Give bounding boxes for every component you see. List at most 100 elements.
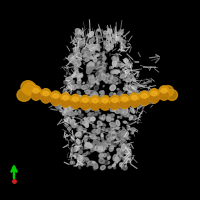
Ellipse shape xyxy=(113,102,116,104)
Ellipse shape xyxy=(108,43,113,47)
Ellipse shape xyxy=(73,116,74,118)
Ellipse shape xyxy=(70,94,81,109)
Ellipse shape xyxy=(88,163,90,164)
Ellipse shape xyxy=(122,139,125,141)
Ellipse shape xyxy=(123,165,127,170)
Ellipse shape xyxy=(116,96,119,98)
Ellipse shape xyxy=(93,164,97,170)
Ellipse shape xyxy=(107,146,108,147)
Ellipse shape xyxy=(123,150,127,154)
Ellipse shape xyxy=(74,113,76,115)
Ellipse shape xyxy=(120,67,122,68)
Ellipse shape xyxy=(122,97,128,102)
Ellipse shape xyxy=(64,81,67,84)
Ellipse shape xyxy=(94,163,98,168)
Ellipse shape xyxy=(101,74,103,75)
Ellipse shape xyxy=(92,56,93,58)
Ellipse shape xyxy=(73,58,75,60)
Ellipse shape xyxy=(110,122,116,126)
Ellipse shape xyxy=(162,86,174,96)
Ellipse shape xyxy=(64,89,66,90)
Ellipse shape xyxy=(108,114,110,116)
Ellipse shape xyxy=(50,91,61,105)
Ellipse shape xyxy=(111,40,116,43)
Ellipse shape xyxy=(93,165,97,169)
Ellipse shape xyxy=(65,112,70,115)
Ellipse shape xyxy=(86,97,89,99)
Ellipse shape xyxy=(145,93,153,102)
Ellipse shape xyxy=(116,53,119,58)
Ellipse shape xyxy=(69,76,72,79)
Ellipse shape xyxy=(72,80,75,83)
Ellipse shape xyxy=(77,42,82,46)
Ellipse shape xyxy=(73,47,77,52)
Ellipse shape xyxy=(87,66,90,71)
Ellipse shape xyxy=(118,36,121,39)
Ellipse shape xyxy=(66,109,69,113)
Ellipse shape xyxy=(72,106,76,110)
Ellipse shape xyxy=(93,162,95,163)
Ellipse shape xyxy=(112,164,116,167)
Ellipse shape xyxy=(77,85,79,88)
Ellipse shape xyxy=(94,103,98,108)
Ellipse shape xyxy=(93,140,100,144)
Ellipse shape xyxy=(135,103,136,105)
Ellipse shape xyxy=(61,99,70,106)
Ellipse shape xyxy=(96,55,99,56)
Ellipse shape xyxy=(89,44,95,47)
Ellipse shape xyxy=(91,78,98,82)
Ellipse shape xyxy=(92,98,98,103)
Ellipse shape xyxy=(91,145,93,147)
Ellipse shape xyxy=(78,156,83,162)
Ellipse shape xyxy=(124,135,126,136)
Ellipse shape xyxy=(77,95,80,97)
Ellipse shape xyxy=(94,166,97,168)
Ellipse shape xyxy=(135,93,140,99)
Ellipse shape xyxy=(132,77,135,81)
Ellipse shape xyxy=(80,38,84,45)
Ellipse shape xyxy=(63,89,67,94)
Ellipse shape xyxy=(91,162,94,165)
Ellipse shape xyxy=(102,140,107,146)
Ellipse shape xyxy=(74,101,77,104)
Ellipse shape xyxy=(79,62,81,65)
Ellipse shape xyxy=(85,136,87,137)
Ellipse shape xyxy=(129,84,133,88)
Ellipse shape xyxy=(78,41,81,44)
Ellipse shape xyxy=(132,93,133,95)
Ellipse shape xyxy=(126,155,131,160)
Ellipse shape xyxy=(74,154,82,160)
Ellipse shape xyxy=(107,143,110,145)
Ellipse shape xyxy=(122,106,124,107)
Ellipse shape xyxy=(76,132,81,136)
Ellipse shape xyxy=(99,96,110,110)
Ellipse shape xyxy=(93,57,97,62)
Ellipse shape xyxy=(111,70,117,74)
Ellipse shape xyxy=(94,91,97,94)
Ellipse shape xyxy=(80,55,82,57)
Ellipse shape xyxy=(99,95,102,98)
Ellipse shape xyxy=(67,100,69,102)
Ellipse shape xyxy=(88,53,90,55)
Ellipse shape xyxy=(85,52,92,58)
Ellipse shape xyxy=(85,123,88,127)
Ellipse shape xyxy=(70,76,73,79)
Ellipse shape xyxy=(83,131,86,132)
Ellipse shape xyxy=(78,99,80,100)
Ellipse shape xyxy=(66,96,74,105)
Ellipse shape xyxy=(70,53,73,57)
Ellipse shape xyxy=(88,113,94,116)
Ellipse shape xyxy=(130,128,135,131)
Ellipse shape xyxy=(81,164,83,166)
Ellipse shape xyxy=(103,31,107,34)
Ellipse shape xyxy=(98,137,100,140)
Ellipse shape xyxy=(103,160,109,164)
Ellipse shape xyxy=(120,49,122,51)
Ellipse shape xyxy=(115,58,119,61)
Ellipse shape xyxy=(100,70,102,72)
Ellipse shape xyxy=(89,145,92,149)
Ellipse shape xyxy=(118,37,123,43)
Ellipse shape xyxy=(93,81,95,82)
Ellipse shape xyxy=(85,103,90,110)
Ellipse shape xyxy=(72,56,74,58)
